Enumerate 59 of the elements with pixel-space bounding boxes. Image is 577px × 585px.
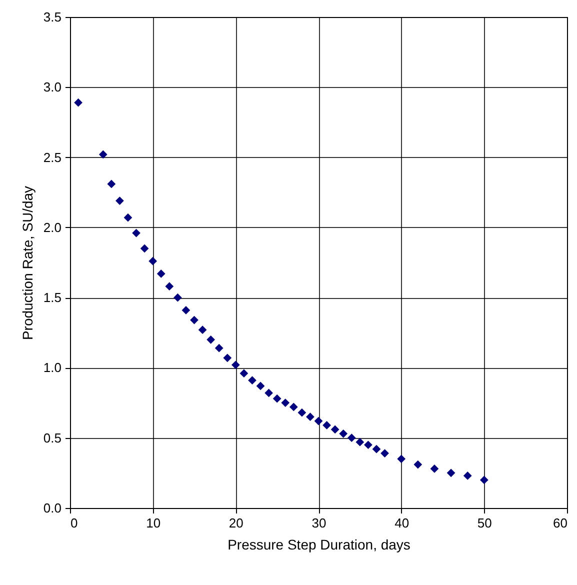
y-tick-label: 1.5 <box>43 290 62 306</box>
x-tick-label: 40 <box>394 516 410 530</box>
point <box>156 270 166 278</box>
point <box>116 196 124 205</box>
point <box>306 412 314 421</box>
point <box>165 282 174 291</box>
point <box>248 376 256 385</box>
point <box>314 416 323 426</box>
point <box>414 460 422 469</box>
point <box>174 293 182 302</box>
x-tick-label: 50 <box>477 516 492 530</box>
point <box>463 472 472 480</box>
point <box>107 180 116 188</box>
point <box>480 476 488 484</box>
y-tick-label: 1.0 <box>43 360 62 376</box>
x-tick-label: 20 <box>228 516 244 530</box>
x-tick-label: 30 <box>312 516 326 530</box>
point <box>364 440 372 450</box>
point <box>322 421 331 430</box>
point <box>330 425 340 434</box>
x-axis-title: Pressure Step Duration, days <box>228 536 410 552</box>
point <box>446 468 456 478</box>
point <box>264 388 273 398</box>
y-axis-title: Production Rate, SU/day <box>19 186 36 340</box>
point <box>347 434 356 442</box>
point <box>289 402 298 412</box>
point <box>124 213 132 222</box>
point <box>214 344 224 352</box>
point <box>182 306 190 314</box>
point <box>430 464 439 473</box>
y-tick-label: 0.5 <box>43 430 62 446</box>
y-tick-label: 0.0 <box>43 500 62 516</box>
point <box>380 449 389 458</box>
y-tick-label: 3.0 <box>43 80 62 95</box>
point <box>298 408 306 417</box>
point <box>148 256 158 266</box>
x-tick-label: 60 <box>553 516 568 530</box>
point <box>231 360 240 370</box>
point <box>256 382 265 390</box>
point <box>272 394 282 403</box>
y-tick-label: 2.0 <box>43 220 62 235</box>
point <box>132 228 140 238</box>
y-tick-label: 2.5 <box>43 150 62 165</box>
point <box>206 335 215 344</box>
x-tick-label: 0 <box>70 516 78 530</box>
point <box>281 398 290 407</box>
point <box>140 244 149 253</box>
point <box>397 454 406 464</box>
point <box>372 444 381 454</box>
x-tick-label: 10 <box>146 516 161 530</box>
point <box>190 316 198 324</box>
point <box>98 150 108 159</box>
y-tick-label: 3.5 <box>43 10 62 24</box>
point <box>74 98 82 107</box>
point <box>223 354 232 362</box>
point <box>240 369 248 378</box>
point <box>356 438 364 446</box>
point <box>339 429 348 438</box>
point <box>198 326 207 334</box>
